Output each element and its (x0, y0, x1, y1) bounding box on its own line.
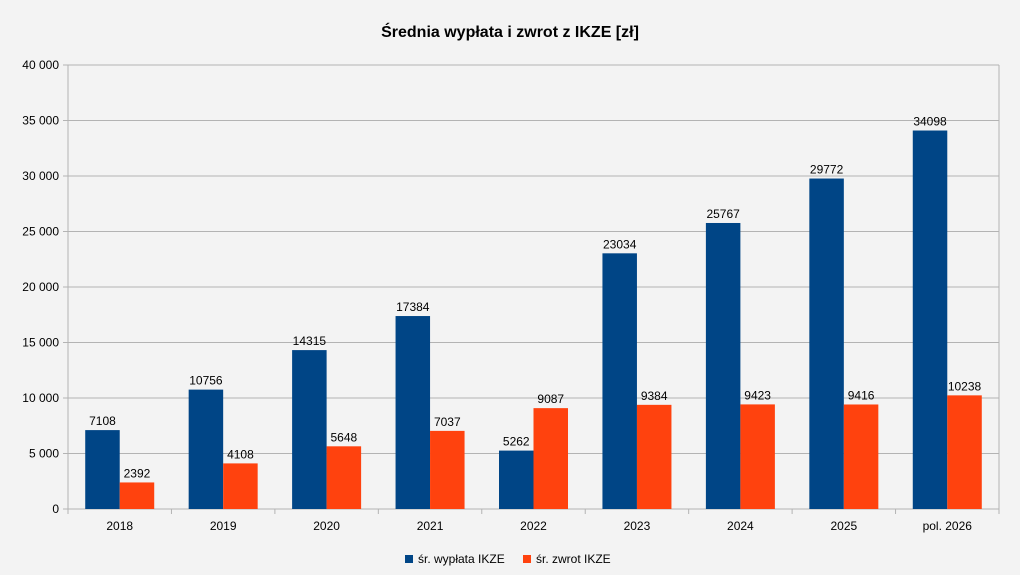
y-tick-label: 0 (52, 502, 59, 516)
x-tick-label: 2019 (210, 519, 237, 533)
chart-title: Średnia wypłata i zwrot z IKZE [zł] (381, 22, 639, 41)
x-tick-label: 2021 (417, 519, 444, 533)
y-tick-label: 10 000 (22, 391, 59, 405)
data-label: 9087 (537, 392, 564, 406)
y-tick-label: 20 000 (22, 280, 59, 294)
bar-refund-2023 (636, 404, 672, 509)
bar-payout-2022 (499, 450, 534, 509)
bar-refund-2022 (533, 408, 568, 509)
legend-entry: śr. wypłata IKZE (418, 552, 505, 566)
bar-refund-2020 (326, 446, 362, 509)
data-label: 10238 (948, 379, 982, 393)
bar-payout-2025 (809, 178, 844, 509)
bar-payout-2018 (85, 430, 120, 509)
bars (85, 130, 982, 509)
x-tick-label: 2024 (727, 519, 754, 533)
data-label: 29772 (810, 163, 844, 177)
data-label: 5648 (331, 430, 358, 444)
data-label: 25767 (706, 207, 740, 221)
legend: śr. wypłata IKZE śr. zwrot IKZE (405, 552, 611, 566)
y-tick-label: 15 000 (22, 336, 59, 350)
x-tick-label: 2025 (830, 519, 857, 533)
data-label: 9416 (848, 388, 875, 402)
bar-refund-2024 (740, 404, 775, 509)
y-tick-label: 40 000 (22, 58, 59, 72)
data-label: 2392 (124, 466, 151, 480)
x-tick-label: 2023 (624, 519, 651, 533)
legend-swatch (523, 555, 531, 563)
data-labels: 7108 2392 10756 4108 14315 5648 17384 7037 5262 9… (89, 115, 981, 481)
legend-entry: śr. zwrot IKZE (536, 552, 611, 566)
y-tick-label: 25 000 (22, 225, 59, 239)
data-label: 23034 (603, 237, 637, 251)
bar-refund-pol.-2026 (947, 395, 982, 509)
y-tick-label: 5 000 (29, 447, 59, 461)
x-tick-label: 2022 (520, 519, 547, 533)
bar-refund-2018 (119, 482, 155, 509)
y-tick-label: 35 000 (22, 114, 59, 128)
bar-refund-2019 (223, 463, 258, 509)
data-label: 9423 (744, 388, 771, 402)
data-label: 4108 (227, 447, 254, 461)
data-label: 9384 (641, 389, 668, 403)
bar-refund-2021 (430, 430, 465, 509)
bar-payout-2024 (705, 222, 741, 509)
data-label: 7108 (89, 414, 116, 428)
bar-refund-2025 (843, 404, 879, 509)
x-tick-label: pol. 2026 (923, 519, 973, 533)
data-label: 5262 (503, 435, 530, 449)
axes: 0 5 000 10 000 15 000 20 000 25 000 30 000 35 0… (22, 58, 1000, 533)
bar-payout-2020 (292, 350, 327, 509)
data-label: 17384 (396, 300, 430, 314)
data-label: 7037 (434, 415, 461, 429)
x-tick-label: 2020 (313, 519, 340, 533)
legend-swatch (405, 555, 413, 563)
bar-payout-2021 (395, 316, 431, 509)
x-tick-label: 2018 (106, 519, 133, 533)
data-label: 10756 (189, 374, 223, 388)
data-label: 34098 (913, 115, 947, 129)
bar-payout-2019 (188, 389, 224, 509)
y-tick-label: 30 000 (22, 169, 59, 183)
data-label: 14315 (293, 334, 327, 348)
bar-payout-2023 (602, 253, 637, 509)
bar-payout-pol.-2026 (912, 130, 948, 509)
